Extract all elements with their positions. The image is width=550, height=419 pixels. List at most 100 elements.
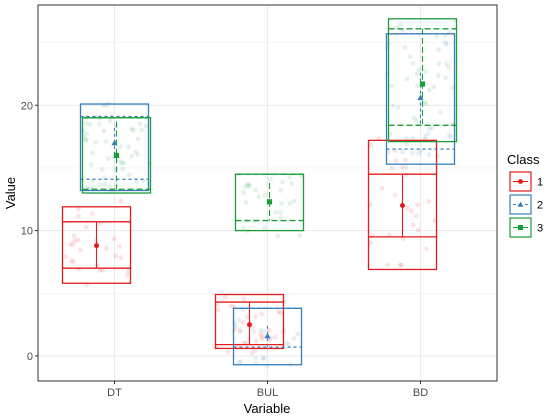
jitter-point — [400, 164, 406, 170]
box-outline — [214, 293, 285, 350]
jitter-point — [289, 181, 295, 186]
jitter-point — [63, 254, 69, 259]
jitter-point — [223, 294, 228, 300]
jitter-point — [443, 75, 448, 81]
jitter-point — [291, 336, 297, 341]
legend-key-marker — [518, 225, 523, 230]
jitter-point — [215, 307, 221, 313]
jitter-point — [262, 224, 268, 230]
jitter-point — [404, 76, 410, 82]
jitter-point — [416, 67, 422, 73]
jitter-points — [63, 18, 458, 369]
jitter-point — [258, 327, 263, 333]
jitter-point — [278, 214, 284, 220]
jitter-point — [287, 201, 293, 206]
jitter-point — [103, 138, 109, 144]
jitter-point — [273, 210, 279, 215]
jitter-point — [102, 181, 108, 187]
jitter-point — [434, 33, 440, 39]
jitter-point — [426, 199, 432, 204]
y-tick-label: 0 — [27, 351, 33, 363]
jitter-point — [90, 150, 95, 156]
jitter-point — [411, 115, 417, 120]
jitter-point — [368, 142, 374, 148]
jitter-point — [284, 340, 290, 346]
jitter-point — [416, 150, 422, 156]
box-class-1-BUL — [214, 293, 285, 350]
jitter-point — [139, 127, 145, 133]
jitter-point — [278, 310, 283, 316]
jitter-point — [434, 153, 440, 159]
jitter-point — [238, 329, 244, 335]
box-class-1-BD — [367, 139, 438, 271]
jitter-point — [253, 338, 259, 344]
jitter-point — [389, 165, 395, 171]
jitter-point — [126, 268, 131, 274]
legend-item-3: 3 — [509, 217, 543, 238]
x-ticks: DT BUL BD — [107, 381, 428, 399]
jitter-point — [107, 184, 113, 189]
jitter-point — [70, 259, 76, 265]
jitter-point — [385, 262, 390, 268]
box-class-2-BUL — [232, 307, 303, 366]
y-tick-label: 10 — [21, 226, 33, 238]
jitter-point — [143, 123, 149, 129]
jitter-point — [399, 262, 404, 268]
legend-label: 3 — [537, 223, 543, 235]
jitter-point — [84, 121, 89, 126]
mean-point — [247, 322, 252, 328]
jitter-point — [413, 118, 419, 124]
jitter-point — [268, 176, 273, 182]
jitter-point — [236, 317, 242, 323]
box-outline — [79, 103, 150, 192]
jitter-point — [435, 73, 441, 78]
jitter-point — [386, 149, 391, 155]
jitter-point — [429, 125, 435, 131]
jitter-point — [233, 324, 238, 330]
jitter-point — [260, 355, 266, 361]
box-class-1-DT — [61, 206, 132, 284]
jitter-point — [243, 199, 249, 205]
jitter-point — [67, 242, 73, 248]
jitter-point — [116, 158, 122, 163]
box-outline — [232, 307, 303, 366]
legend-label: 1 — [537, 177, 543, 189]
jitter-point — [100, 267, 105, 273]
jitter-point — [228, 303, 234, 309]
jitter-point — [137, 121, 143, 127]
jitter-point — [251, 329, 257, 334]
jitter-point — [410, 222, 416, 228]
box-outline — [81, 117, 152, 194]
jitter-point — [129, 153, 135, 159]
legend-key-box — [509, 217, 532, 238]
jitter-point — [97, 267, 103, 273]
jitter-point — [400, 149, 406, 155]
jitter-point — [259, 336, 265, 342]
jitter-point — [422, 99, 428, 105]
jitter-point — [261, 328, 267, 334]
mean-point — [113, 152, 120, 158]
jitter-point — [276, 309, 282, 315]
jitter-point — [444, 61, 450, 66]
jitter-point — [244, 314, 250, 320]
jitter-point — [280, 179, 285, 185]
jitter-point — [241, 189, 247, 195]
jitter-point — [409, 150, 415, 156]
mean-point — [266, 199, 273, 205]
jitter-point — [442, 33, 448, 39]
jitter-point — [113, 182, 119, 188]
jitter-point — [393, 158, 399, 164]
jitter-point — [70, 242, 76, 248]
jitter-point — [260, 333, 266, 339]
x-tick-label: BUL — [257, 387, 278, 399]
jitter-point — [84, 131, 90, 136]
jitter-point — [258, 332, 263, 337]
jitter-point — [245, 182, 251, 188]
jitter-point — [389, 83, 395, 89]
jitter-point — [390, 103, 396, 109]
jitter-point — [385, 71, 390, 76]
jitter-point — [275, 233, 281, 239]
jitter-point — [89, 211, 95, 216]
jitter-point — [117, 144, 123, 150]
jitter-point — [410, 60, 416, 66]
